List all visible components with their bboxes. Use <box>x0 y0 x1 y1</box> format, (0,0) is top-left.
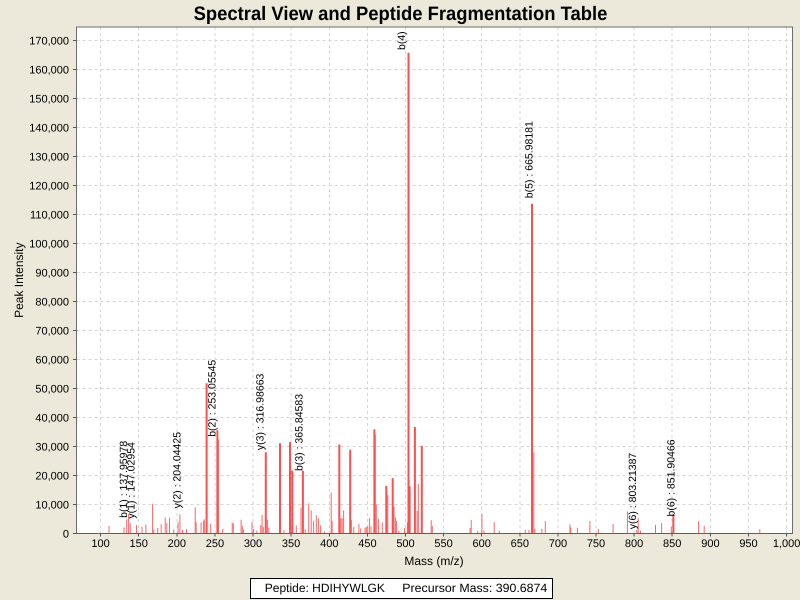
svg-text:400: 400 <box>320 538 338 550</box>
svg-text:850: 850 <box>663 538 681 550</box>
svg-text:y(6) : 803.21387: y(6) : 803.21387 <box>627 453 639 530</box>
svg-text:200: 200 <box>168 538 186 550</box>
svg-text:0: 0 <box>63 528 69 540</box>
svg-text:800: 800 <box>625 538 643 550</box>
svg-text:170,000: 170,000 <box>29 35 69 47</box>
svg-text:50,000: 50,000 <box>35 383 69 395</box>
svg-text:y(3) : 316.98663: y(3) : 316.98663 <box>255 373 267 450</box>
svg-text:550: 550 <box>434 538 452 550</box>
svg-text:30,000: 30,000 <box>35 441 69 453</box>
svg-text:140,000: 140,000 <box>29 122 69 134</box>
svg-text:Peptide: HDIHYWLGK: Peptide: HDIHYWLGK <box>265 581 385 595</box>
svg-text:120,000: 120,000 <box>29 180 69 192</box>
svg-text:b(5) : 665.98181: b(5) : 665.98181 <box>524 121 536 198</box>
svg-text:700: 700 <box>549 538 567 550</box>
svg-text:150,000: 150,000 <box>29 93 69 105</box>
svg-text:600: 600 <box>473 538 491 550</box>
svg-text:b(2) : 253.05545: b(2) : 253.05545 <box>207 360 219 437</box>
svg-text:b(4) : 503.97055: b(4) : 503.97055 <box>396 0 408 50</box>
svg-text:100: 100 <box>91 538 109 550</box>
svg-text:y(1) : 147.02954: y(1) : 147.02954 <box>125 442 137 519</box>
svg-text:b(1) : 137.95978: b(1) : 137.95978 <box>118 441 130 518</box>
svg-text:1,000: 1,000 <box>773 538 800 550</box>
svg-text:10,000: 10,000 <box>35 499 69 511</box>
svg-text:500: 500 <box>396 538 414 550</box>
svg-text:Precursor Mass: 390.6874: Precursor Mass: 390.6874 <box>402 581 547 595</box>
svg-text:160,000: 160,000 <box>29 64 69 76</box>
svg-text:450: 450 <box>358 538 376 550</box>
svg-text:300: 300 <box>244 538 262 550</box>
svg-text:900: 900 <box>701 538 719 550</box>
svg-text:y(2) : 204.04425: y(2) : 204.04425 <box>171 432 183 509</box>
svg-text:Peak Intensity: Peak Intensity <box>12 243 26 318</box>
svg-text:750: 750 <box>587 538 605 550</box>
svg-text:950: 950 <box>739 538 757 550</box>
svg-text:60,000: 60,000 <box>35 354 69 366</box>
svg-text:40,000: 40,000 <box>35 412 69 424</box>
svg-text:150: 150 <box>130 538 148 550</box>
svg-text:100,000: 100,000 <box>29 238 69 250</box>
svg-text:90,000: 90,000 <box>35 267 69 279</box>
svg-text:130,000: 130,000 <box>29 151 69 163</box>
svg-text:350: 350 <box>282 538 300 550</box>
svg-text:70,000: 70,000 <box>35 325 69 337</box>
svg-text:Mass (m/z): Mass (m/z) <box>404 554 463 568</box>
svg-text:b(3) : 365.84583: b(3) : 365.84583 <box>293 394 305 471</box>
svg-text:110,000: 110,000 <box>30 209 69 221</box>
svg-text:20,000: 20,000 <box>35 470 69 482</box>
svg-text:80,000: 80,000 <box>35 296 69 308</box>
svg-text:650: 650 <box>511 538 529 550</box>
svg-text:250: 250 <box>206 538 224 550</box>
svg-text:b(6) : 851.90466: b(6) : 851.90466 <box>666 439 678 516</box>
svg-text:Spectral View and Peptide Frag: Spectral View and Peptide Fragmentation … <box>194 3 608 25</box>
